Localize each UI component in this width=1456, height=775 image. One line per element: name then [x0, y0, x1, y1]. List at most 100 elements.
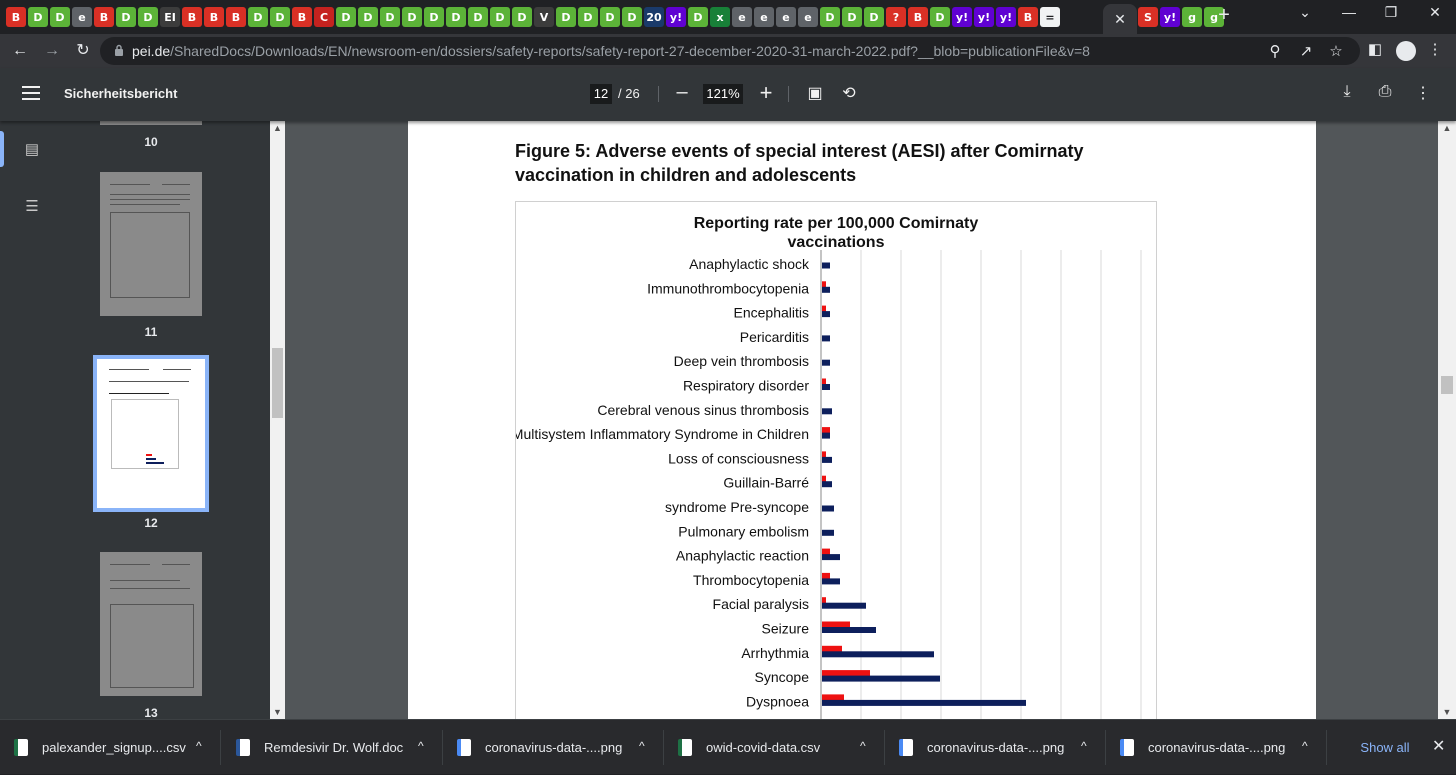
tab-favicon[interactable]: D	[622, 7, 642, 27]
tab-favicon[interactable]: B	[908, 7, 928, 27]
profile-avatar[interactable]	[1396, 41, 1416, 61]
tab-favicon[interactable]: B	[182, 7, 202, 27]
tab-favicon[interactable]: D	[380, 7, 400, 27]
tab-favicon[interactable]: D	[930, 7, 950, 27]
tab-favicon[interactable]: D	[688, 7, 708, 27]
tab-favicon[interactable]: B	[204, 7, 224, 27]
tab-favicon[interactable]: y!	[666, 7, 686, 27]
thumbnails-view-icon[interactable]: ▤	[24, 141, 40, 158]
more-options-icon[interactable]: ⋮	[1415, 85, 1431, 102]
thumbnail-page-11[interactable]	[100, 172, 202, 316]
zoom-in-button[interactable]: +	[759, 80, 773, 105]
tab-favicon[interactable]: C	[314, 7, 334, 27]
chevron-up-icon[interactable]: ^	[1302, 739, 1308, 753]
download-item[interactable]: owid-covid-data.csv	[678, 720, 878, 775]
tab-favicon[interactable]: EI	[160, 7, 180, 27]
zoom-level-input[interactable]: 121%	[703, 84, 743, 104]
tab-favicon[interactable]: B	[292, 7, 312, 27]
download-icon[interactable]: ⤓	[1343, 83, 1351, 100]
tab-favicon[interactable]: D	[248, 7, 268, 27]
thumbnail-page-12[interactable]	[93, 355, 209, 512]
tab-favicon[interactable]: D	[512, 7, 532, 27]
tab-favicon[interactable]: 20	[644, 7, 664, 27]
close-tab-icon[interactable]: ✕	[1114, 10, 1126, 27]
scroll-down-arrow-icon[interactable]: ▼	[1442, 707, 1452, 717]
restore-button[interactable]: ❐	[1384, 4, 1398, 20]
zoom-out-button[interactable]: –	[676, 81, 688, 103]
address-bar[interactable]: pei.de/SharedDocs/Downloads/EN/newsroom-…	[100, 37, 1360, 65]
main-scrollbar[interactable]: ▲ ▼	[1438, 121, 1456, 719]
tab-favicon[interactable]: D	[336, 7, 356, 27]
close-window-button[interactable]: ✕	[1429, 4, 1441, 20]
tab-favicon[interactable]: y!	[952, 7, 972, 27]
zoom-icon[interactable]: ⚲	[1269, 43, 1281, 60]
tab-favicon[interactable]: D	[270, 7, 290, 27]
reload-icon[interactable]: ↻	[76, 42, 90, 59]
tab-favicon[interactable]: y!	[996, 7, 1016, 27]
scrollbar-thumb[interactable]	[272, 348, 283, 418]
tab-favicon[interactable]: e	[754, 7, 774, 27]
tab-favicon[interactable]: D	[490, 7, 510, 27]
forward-arrow-icon[interactable]: →	[44, 42, 60, 59]
tab-favicon[interactable]: y!	[1160, 7, 1180, 27]
tab-favicon[interactable]: D	[116, 7, 136, 27]
tab-favicon[interactable]: D	[446, 7, 466, 27]
tab-favicon[interactable]: D	[468, 7, 488, 27]
tab-favicon[interactable]: D	[864, 7, 884, 27]
tab-favicon[interactable]: x	[710, 7, 730, 27]
minimize-button[interactable]: —	[1342, 4, 1356, 20]
tab-favicon[interactable]: g	[1182, 7, 1202, 27]
tab-favicon[interactable]: ?	[886, 7, 906, 27]
tab-favicon[interactable]: D	[402, 7, 422, 27]
thumbnail-page-13[interactable]	[100, 552, 202, 696]
tab-favicon[interactable]: g	[1204, 7, 1224, 27]
tab-favicon[interactable]: D	[138, 7, 158, 27]
tab-favicon[interactable]: B	[6, 7, 26, 27]
browser-menu-icon[interactable]: ⋮	[1427, 41, 1443, 58]
page-number-input[interactable]: 12	[590, 84, 612, 104]
download-item[interactable]: coronavirus-data-....png	[457, 720, 657, 775]
share-icon[interactable]: ↗	[1299, 43, 1313, 60]
active-tab[interactable]: ✕	[1103, 4, 1137, 34]
chevron-up-icon[interactable]: ^	[196, 739, 202, 753]
tab-favicon[interactable]: D	[578, 7, 598, 27]
tab-search-button[interactable]: ⌄	[1299, 4, 1311, 20]
bookmark-star-icon[interactable]: ☆	[1329, 43, 1343, 60]
tab-favicon[interactable]: D	[820, 7, 840, 27]
tab-favicon[interactable]: D	[28, 7, 48, 27]
tab-favicon[interactable]: e	[732, 7, 752, 27]
tab-favicon[interactable]: D	[556, 7, 576, 27]
outline-view-icon[interactable]: ☰	[25, 198, 39, 215]
chevron-up-icon[interactable]: ^	[860, 739, 866, 753]
chevron-up-icon[interactable]: ^	[1081, 739, 1087, 753]
download-item[interactable]: Remdesivir Dr. Wolf.doc	[236, 720, 436, 775]
close-downloads-icon[interactable]: ✕	[1432, 738, 1446, 755]
scroll-up-arrow-icon[interactable]: ▲	[1442, 123, 1452, 133]
tab-favicon[interactable]: V	[534, 7, 554, 27]
fit-page-icon[interactable]: ▣	[807, 85, 823, 102]
tab-favicon[interactable]: B	[94, 7, 114, 27]
tab-favicon[interactable]: S	[1138, 7, 1158, 27]
download-item[interactable]: palexander_signup....csv	[14, 720, 214, 775]
tab-favicon[interactable]: D	[358, 7, 378, 27]
tab-favicon[interactable]: D	[842, 7, 862, 27]
show-all-downloads-button[interactable]: Show all	[1360, 740, 1410, 755]
sidebar-scrollbar[interactable]: ▲ ▼	[270, 121, 285, 719]
tab-favicon[interactable]: D	[50, 7, 70, 27]
tab-favicon[interactable]: e	[776, 7, 796, 27]
scroll-up-arrow-icon[interactable]: ▲	[273, 123, 282, 133]
scrollbar-thumb[interactable]	[1441, 376, 1453, 394]
tab-favicon[interactable]: =	[1040, 7, 1060, 27]
thumbnail-page-10[interactable]	[100, 121, 202, 125]
tab-favicon[interactable]: e	[798, 7, 818, 27]
chevron-up-icon[interactable]: ^	[418, 739, 424, 753]
rotate-icon[interactable]: ⟲	[842, 85, 856, 102]
download-item[interactable]: coronavirus-data-....png	[1120, 720, 1320, 775]
menu-icon[interactable]	[22, 86, 40, 100]
tab-favicon[interactable]: D	[424, 7, 444, 27]
chevron-up-icon[interactable]: ^	[639, 739, 645, 753]
tab-favicon[interactable]: B	[226, 7, 246, 27]
print-icon[interactable]: ⎙	[1378, 83, 1392, 100]
back-arrow-icon[interactable]: ←	[12, 42, 28, 59]
new-tab-button[interactable]: +	[1218, 4, 1230, 26]
